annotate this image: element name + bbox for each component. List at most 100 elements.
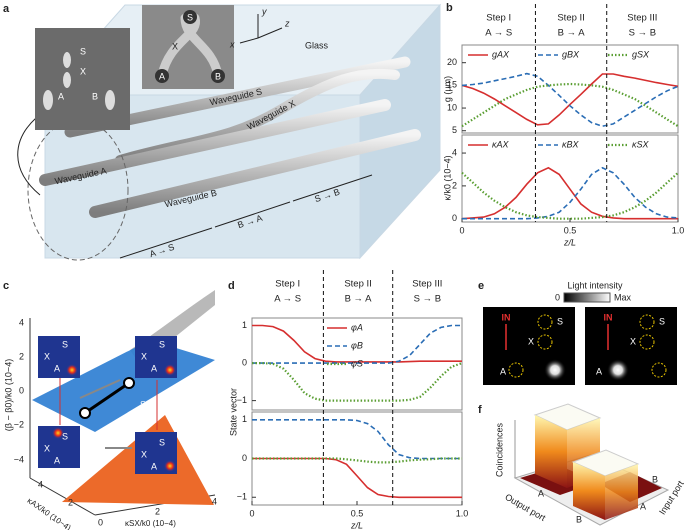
bar (573, 462, 605, 520)
port-label: S (557, 316, 563, 326)
render-end (155, 69, 169, 83)
y-tick-label: 0 (242, 453, 247, 463)
x-axis-title: z/L (350, 520, 363, 530)
y-tick-label: 5 (452, 125, 457, 135)
port-label: B (215, 71, 221, 81)
port-label: S (659, 316, 665, 326)
tick-label: 2 (19, 351, 24, 361)
legend-label: φA (351, 322, 363, 332)
port-circle (651, 362, 667, 378)
line-series (252, 457, 462, 499)
legend-label: gBX (562, 49, 580, 59)
waveguide (39, 99, 391, 186)
port-circle (537, 334, 553, 350)
inset-letters: S X A S X A S X A S X A (44, 339, 165, 471)
render-end (183, 10, 197, 24)
port-label: A (58, 91, 64, 101)
line-series (461, 73, 679, 126)
render-tubes (157, 13, 223, 80)
panel-label: d (228, 280, 235, 292)
legend-label: κSX (632, 139, 650, 149)
port-label: X (630, 336, 636, 346)
intensity-image (585, 307, 677, 385)
legend-label: φB (351, 340, 363, 350)
axis-title: (β − β0)/k0 (10−4) (3, 359, 13, 431)
panel-label: a (3, 3, 10, 15)
axis-label: x (229, 39, 235, 49)
y-tick-label: −1 (237, 492, 247, 502)
panel-label: c (3, 280, 9, 292)
legend-label: gAX (492, 49, 510, 59)
port-label: A (54, 455, 60, 465)
colorbar-label: Max (614, 292, 632, 302)
medium-label: Glass (305, 40, 329, 50)
legend-label: κBX (562, 139, 580, 149)
tick-label: 4 (212, 496, 217, 506)
line-series (461, 171, 679, 220)
port-label: A (640, 501, 646, 511)
port-label: X (80, 66, 86, 76)
line-series (252, 419, 462, 460)
y-axis-title: State vector (228, 388, 238, 436)
trajectory-end (123, 377, 135, 389)
inset (38, 336, 177, 474)
axis-title: Input port (657, 478, 685, 516)
y-tick-label: 4 (452, 147, 457, 157)
port-label: S (159, 339, 165, 349)
colorbar (563, 292, 611, 303)
port-circle (537, 314, 553, 330)
port-label: A (159, 71, 165, 81)
port-label: S (62, 339, 68, 349)
trajectory (84, 381, 130, 415)
plane-label: Step I (140, 399, 164, 409)
port-label: A (54, 363, 60, 373)
panel-a: S X A B S X A B y z x Glass Waveguide S … (17, 3, 442, 261)
inset-photo (35, 28, 130, 130)
tick-label: 0 (19, 385, 24, 395)
step-label: Step III (412, 279, 442, 290)
step-transition: S → B (629, 28, 656, 39)
input-label: IN (502, 312, 511, 322)
port-label: A (151, 461, 157, 471)
port-label: B (92, 91, 98, 101)
port-label: A (538, 488, 544, 498)
panel-f: Coincidences Output port Input port A B … (494, 403, 685, 526)
mode-spot (66, 364, 78, 376)
panel-label: b (446, 2, 453, 14)
port-label: A (151, 363, 157, 373)
step-transition: B → A (558, 28, 586, 39)
axis (29, 477, 96, 516)
port-label: A (596, 366, 602, 376)
y-axis-title: g (μm) (442, 76, 452, 102)
step-label: Step II (557, 13, 584, 24)
colorbar-title: Light intensity (567, 280, 623, 290)
light-spot (544, 359, 566, 381)
bar (605, 464, 638, 520)
line-series (252, 362, 463, 402)
colorbar-label: 0 (555, 292, 560, 302)
y-tick-label: 20 (447, 57, 457, 67)
port-label: S (80, 46, 86, 56)
panel-labels: a b c d e f (3, 2, 484, 416)
facet (105, 90, 115, 110)
port-label: S (159, 437, 165, 447)
panel-label: f (478, 404, 482, 416)
light-spot (607, 359, 629, 381)
line-series (461, 82, 679, 128)
facet (63, 52, 71, 68)
port-label: X (141, 351, 147, 361)
plot-frame (461, 44, 679, 134)
facet (63, 72, 71, 88)
arrow (17, 117, 41, 196)
trajectory-end (79, 407, 91, 419)
step-transition: A → S (274, 294, 301, 305)
axes-symbol (239, 14, 283, 44)
y-tick-label: 0 (452, 213, 457, 223)
port-label: A (500, 366, 506, 376)
line-series (461, 166, 678, 220)
mode-spot (164, 460, 176, 472)
panel-label: e (478, 280, 484, 292)
port-label: X (44, 443, 50, 453)
line-series (461, 72, 679, 128)
arrow (79, 379, 121, 399)
